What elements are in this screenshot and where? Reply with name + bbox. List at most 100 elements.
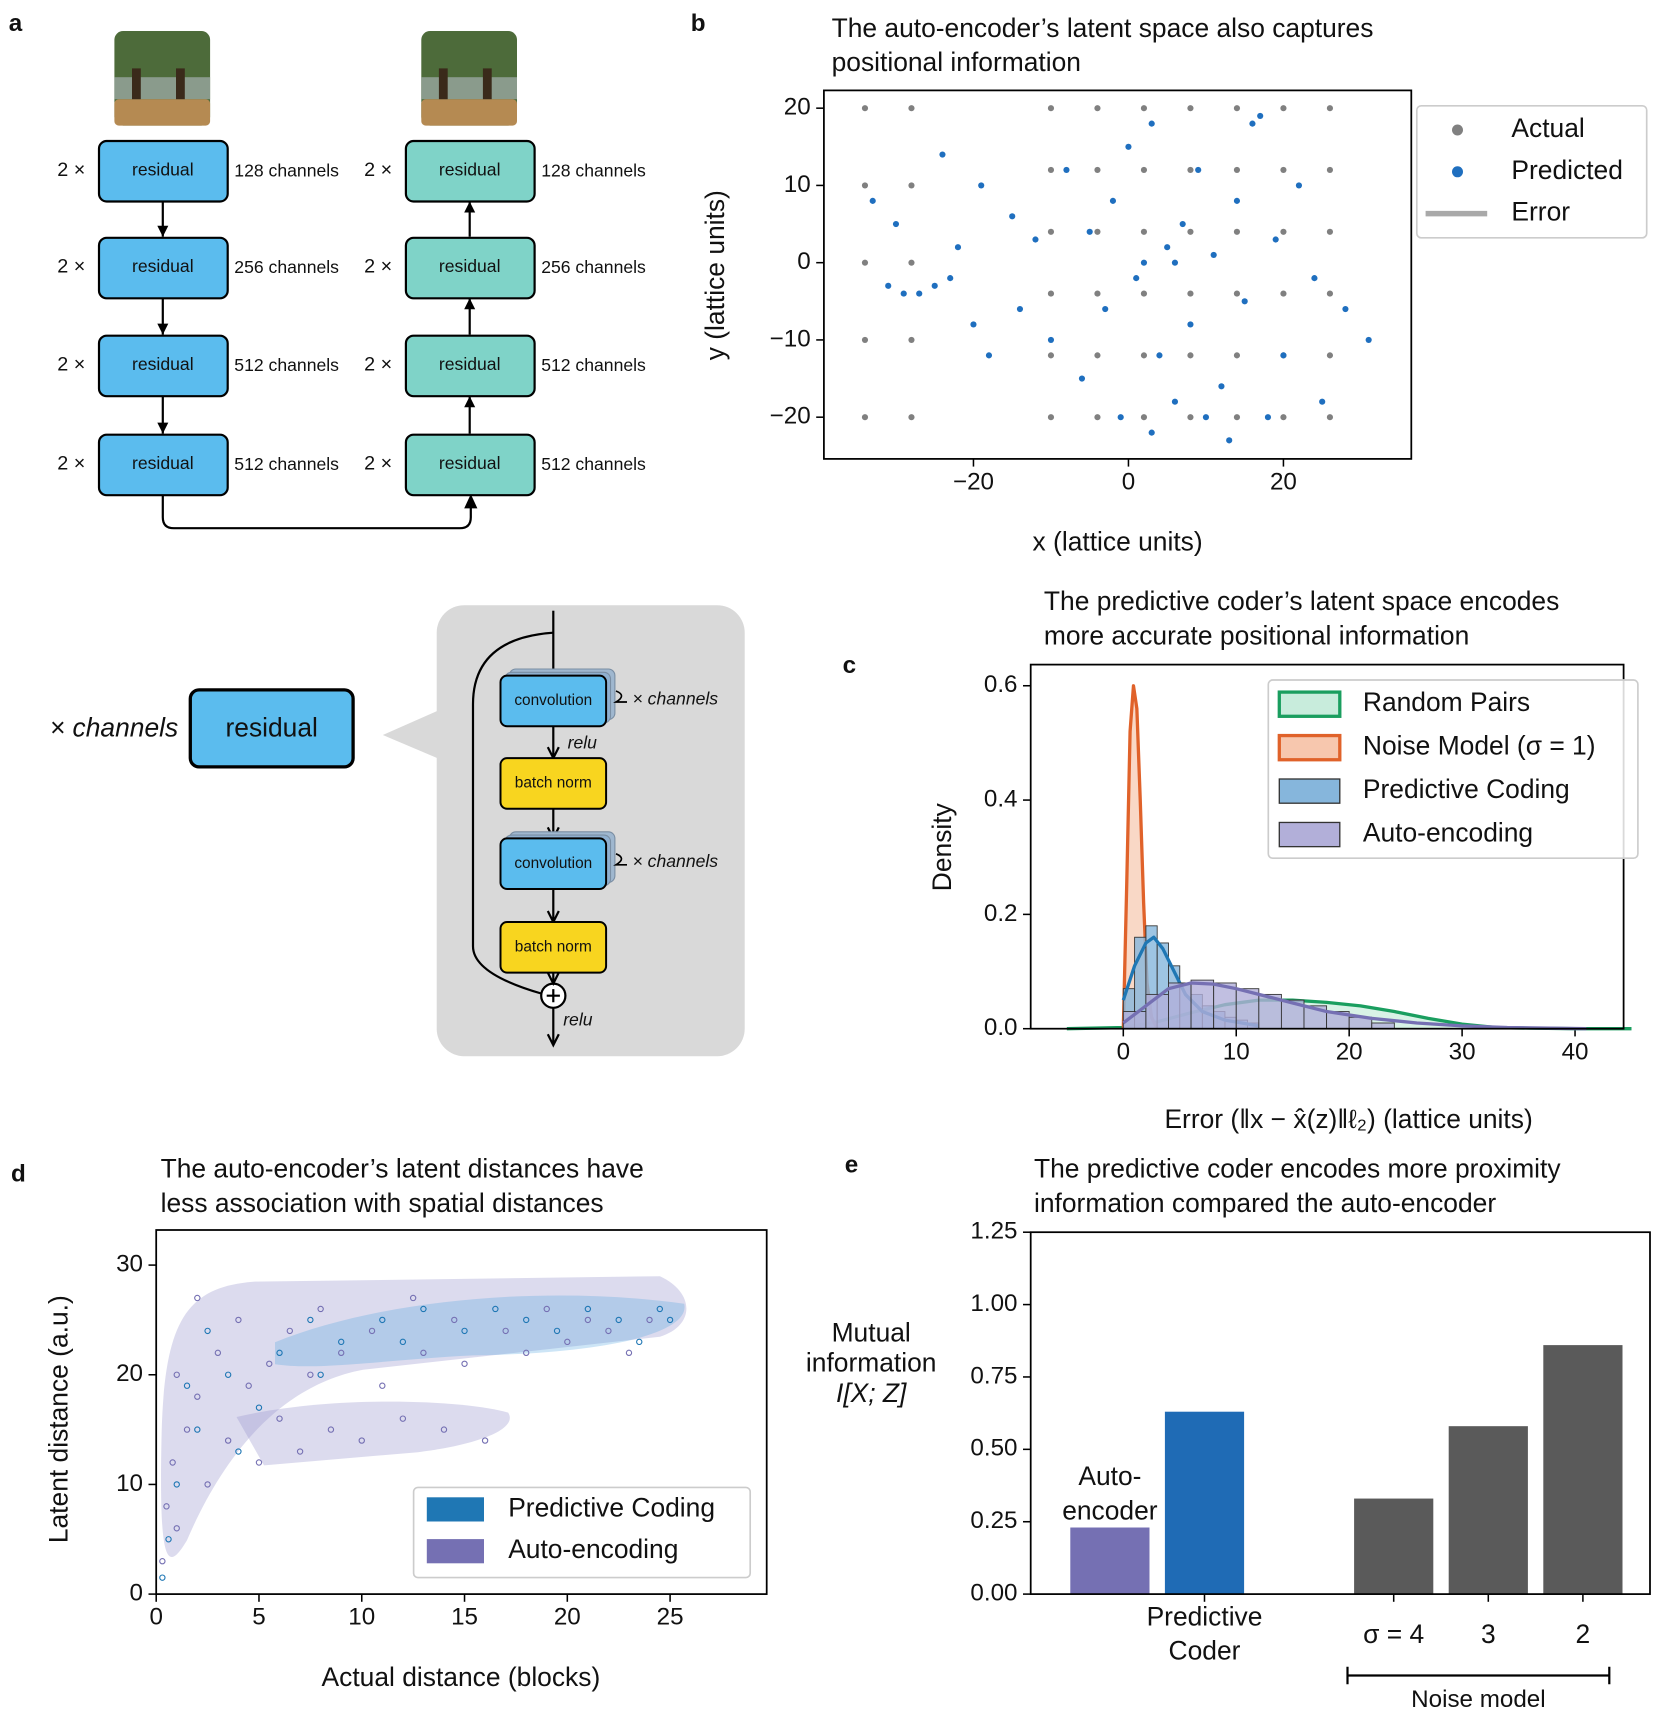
point: [1187, 228, 1194, 235]
arrow-head: [157, 225, 169, 237]
point: [1171, 398, 1179, 405]
layer-label: convolution: [514, 692, 592, 709]
panel-label: e: [845, 1152, 858, 1179]
point: [1326, 228, 1334, 235]
arrow-head: [464, 494, 478, 509]
point: [1272, 236, 1279, 243]
y-axis-label: Mutual: [832, 1317, 911, 1347]
panel-label: b: [691, 10, 706, 37]
point: [1210, 251, 1217, 259]
point: [399, 1338, 407, 1346]
y-tick-label: 1.00: [970, 1290, 1017, 1317]
block-label: residual: [132, 159, 194, 179]
point: [165, 1536, 172, 1543]
point: [947, 275, 954, 282]
point: [183, 1426, 191, 1433]
y-tick-label: 0: [797, 248, 810, 275]
point: [169, 1459, 176, 1466]
legend-label: Random Pairs: [1363, 687, 1530, 717]
point: [656, 1305, 664, 1313]
callout-pointer: [382, 709, 440, 760]
y-tick-label: 0.6: [984, 671, 1018, 698]
y-tick-label: 20: [116, 1360, 143, 1387]
point: [1140, 166, 1148, 174]
point: [1140, 228, 1148, 235]
point: [892, 220, 900, 228]
point: [985, 352, 993, 359]
point: [1133, 275, 1140, 282]
repeat-label: 2 ×: [57, 354, 85, 376]
point: [1140, 352, 1148, 359]
y-tick-label: 1.25: [970, 1218, 1017, 1245]
detail-channels: × channels: [50, 712, 178, 742]
arrow-head: [157, 422, 169, 434]
point: [1171, 259, 1179, 266]
bar: [1164, 1411, 1245, 1595]
point: [492, 1305, 499, 1313]
bar: [1354, 1498, 1434, 1595]
panel-label: c: [843, 652, 856, 679]
density-area: [1123, 685, 1158, 1029]
bracket-label: Noise model: [1411, 1686, 1545, 1712]
y-axis-label: Latent distance (a.u.): [43, 1295, 73, 1543]
point: [1047, 228, 1055, 235]
x-tick-label: 5: [252, 1604, 265, 1631]
point: [615, 1316, 622, 1324]
channels-label: 128 channels: [234, 160, 339, 180]
block-label: residual: [439, 453, 501, 473]
layer-label: batch norm: [515, 774, 592, 791]
block-label: residual: [132, 256, 194, 276]
bar: [1448, 1426, 1528, 1595]
point: [523, 1349, 530, 1357]
block-label: residual: [132, 354, 194, 374]
point: [173, 1481, 180, 1488]
point: [1233, 166, 1241, 174]
legend-patch: [426, 1497, 484, 1522]
layer-note: × channels: [633, 688, 719, 708]
point: [235, 1316, 242, 1324]
legend-label: Actual: [1511, 113, 1584, 143]
point: [502, 1327, 509, 1335]
legend-patch: [426, 1539, 484, 1564]
point: [204, 1481, 211, 1488]
point: [1264, 414, 1272, 421]
point: [861, 105, 869, 112]
channels-label: 128 channels: [541, 160, 646, 180]
density-line: [1122, 981, 1587, 1031]
point: [307, 1316, 314, 1324]
point: [338, 1338, 345, 1346]
x-tick-label: 10: [348, 1604, 375, 1631]
x-axis-label: Actual distance (blocks): [322, 1662, 601, 1692]
legend-box: [1415, 104, 1648, 239]
point: [553, 1327, 561, 1335]
point: [978, 182, 985, 189]
y-tick-label: 10: [116, 1470, 143, 1497]
point: [900, 290, 907, 297]
repeat-label: 2 ×: [364, 453, 392, 475]
point: [420, 1305, 427, 1313]
repeat-label: 2 ×: [364, 159, 392, 181]
point: [214, 1349, 222, 1357]
x-tick-label: 40: [1562, 1038, 1589, 1065]
density-contours: [161, 1276, 687, 1558]
bracket: [1346, 1666, 1611, 1685]
point: [666, 1316, 674, 1324]
point: [584, 1316, 592, 1324]
point: [1009, 213, 1016, 220]
relu-label: relu: [563, 1010, 593, 1030]
x-tick-label: 25: [657, 1604, 684, 1631]
point: [481, 1437, 489, 1444]
legend-patch: [1278, 821, 1341, 848]
repeat-label: 2 ×: [57, 256, 85, 278]
point: [1086, 228, 1093, 235]
point: [1148, 429, 1155, 436]
point: [307, 1371, 314, 1378]
point: [1233, 197, 1241, 204]
point: [1187, 290, 1194, 297]
chart-title: The auto-encoder’s latent space also cap…: [832, 13, 1374, 77]
arrow-head: [464, 396, 476, 408]
legend-label: Auto-encoding: [508, 1534, 678, 1564]
